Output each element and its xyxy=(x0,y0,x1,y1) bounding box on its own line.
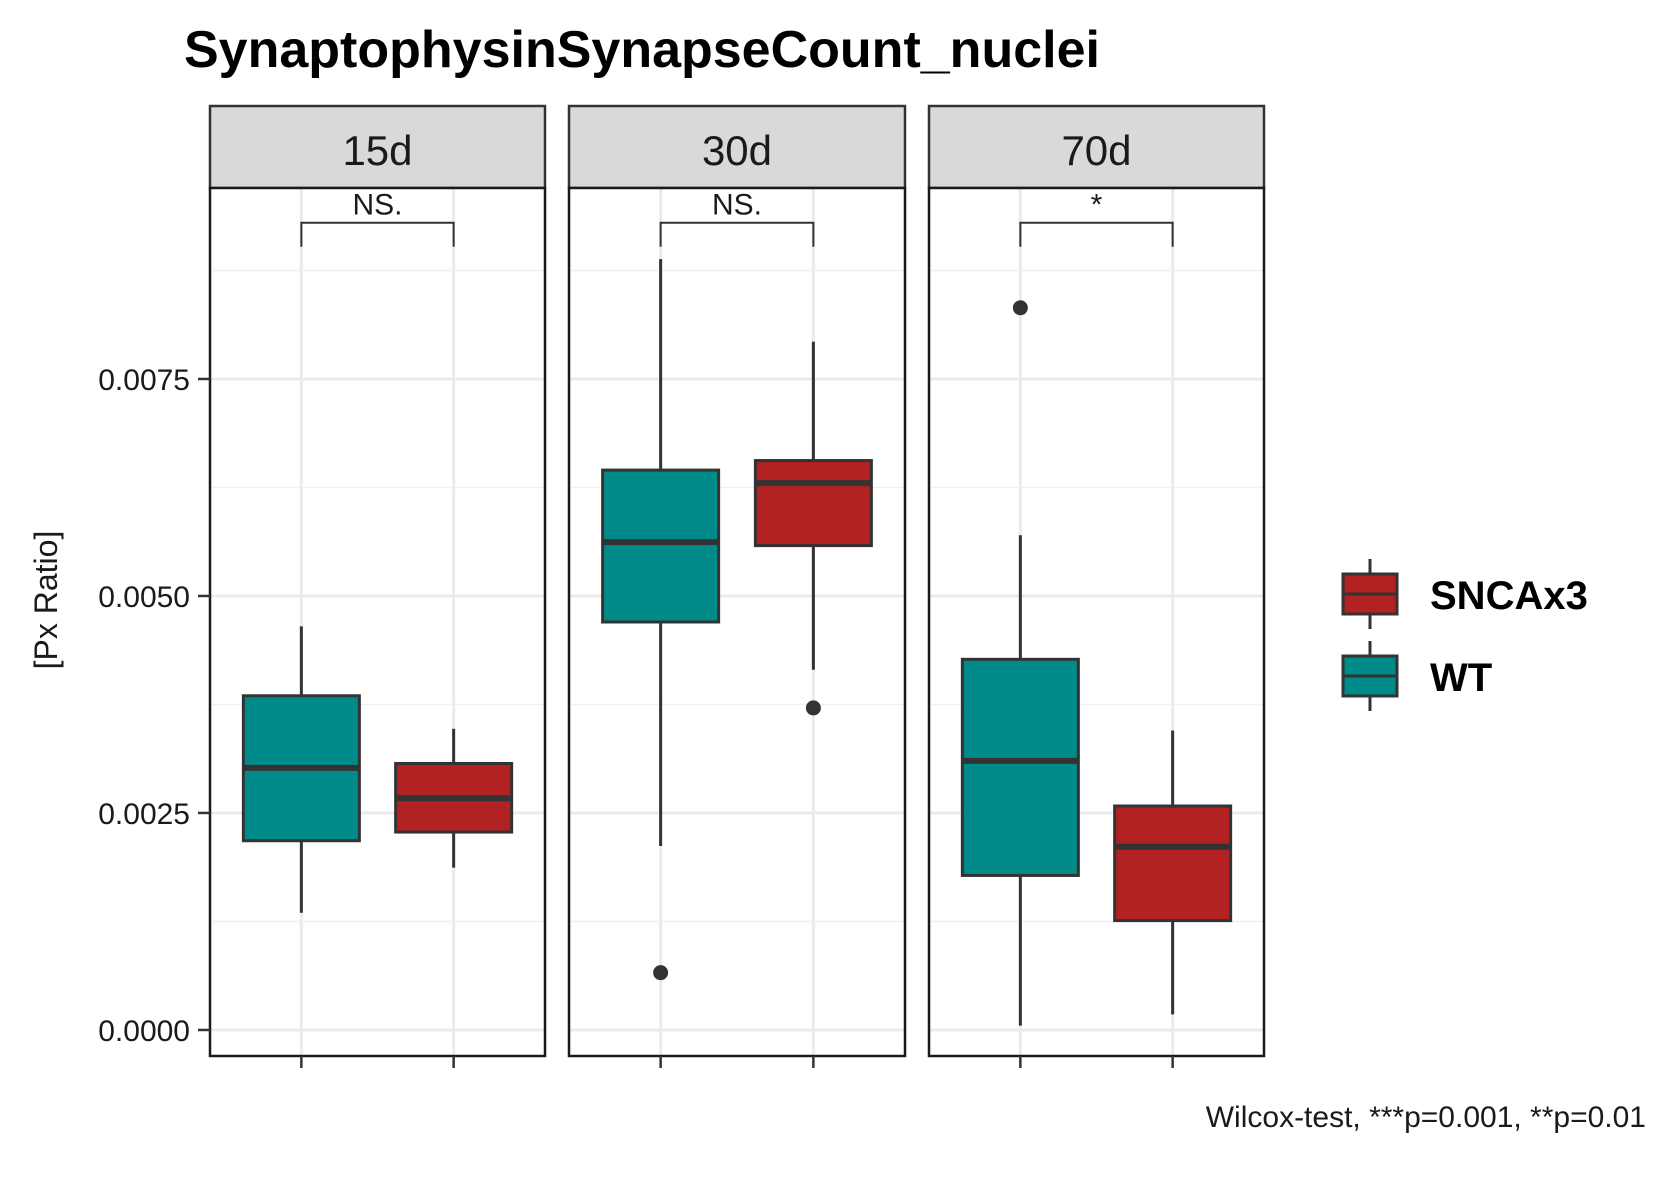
outlier-point xyxy=(653,965,669,981)
significance-bracket xyxy=(659,221,815,247)
facet-strip xyxy=(567,104,907,190)
facet-strip xyxy=(208,104,547,190)
facet-strip-label: 15d xyxy=(342,127,412,174)
box-30d-WT xyxy=(601,259,721,981)
box-70d-SNCAx3 xyxy=(1113,730,1233,1015)
facet-strip xyxy=(927,104,1266,190)
y-tick-label: 0.0050 xyxy=(98,581,190,614)
panel-border xyxy=(567,186,907,1058)
legend: SNCAx3 WT xyxy=(1341,559,1588,711)
box-iqr xyxy=(960,657,1080,877)
box-70d-WT xyxy=(960,300,1080,1026)
y-axis-ticks: 0.0000 0.0025 0.0050 0.0075 xyxy=(98,364,210,1048)
box-iqr xyxy=(1113,804,1233,923)
legend-label: WT xyxy=(1430,656,1492,700)
box-15d-SNCAx3 xyxy=(394,728,514,868)
significance-bracket xyxy=(1019,221,1174,247)
y-tick-label: 0.0000 xyxy=(98,1015,190,1048)
facet-panel-15d: 15d NS. xyxy=(208,104,547,1068)
panel-background xyxy=(210,188,545,1056)
outlier-point xyxy=(1012,300,1028,316)
legend-entry-SNCAx3: SNCAx3 xyxy=(1341,559,1588,629)
panel-background xyxy=(929,188,1264,1056)
outlier-point xyxy=(805,700,821,716)
significance-label: NS. xyxy=(352,189,402,222)
y-tick-label: 0.0075 xyxy=(98,364,190,397)
y-axis-title: [Px Ratio] xyxy=(28,531,64,670)
significance-label: * xyxy=(1091,189,1103,222)
facet-panels: 15d NS. 30d NS. 70d * xyxy=(208,104,1266,1068)
chart-caption: Wilcox-test, ***p=0.001, **p=0.01 xyxy=(1206,1101,1646,1134)
facet-panel-70d: 70d * xyxy=(927,104,1266,1068)
box-iqr xyxy=(601,468,721,624)
chart-title: SynaptophysinSynapseCount_nuclei xyxy=(184,21,1100,79)
y-tick-label: 0.0025 xyxy=(98,798,190,831)
legend-label: SNCAx3 xyxy=(1430,574,1588,618)
box-30d-SNCAx3 xyxy=(753,341,873,716)
panel-border xyxy=(927,186,1266,1058)
significance-label: NS. xyxy=(712,189,762,222)
box-15d-WT xyxy=(241,626,361,913)
legend-entry-WT: WT xyxy=(1341,641,1492,711)
facet-panel-30d: 30d NS. xyxy=(567,104,907,1068)
box-iqr xyxy=(753,459,873,548)
facet-strip-label: 30d xyxy=(702,127,772,174)
significance-bracket xyxy=(300,221,455,247)
facet-strip-label: 70d xyxy=(1061,127,1131,174)
panel-border xyxy=(208,186,547,1058)
